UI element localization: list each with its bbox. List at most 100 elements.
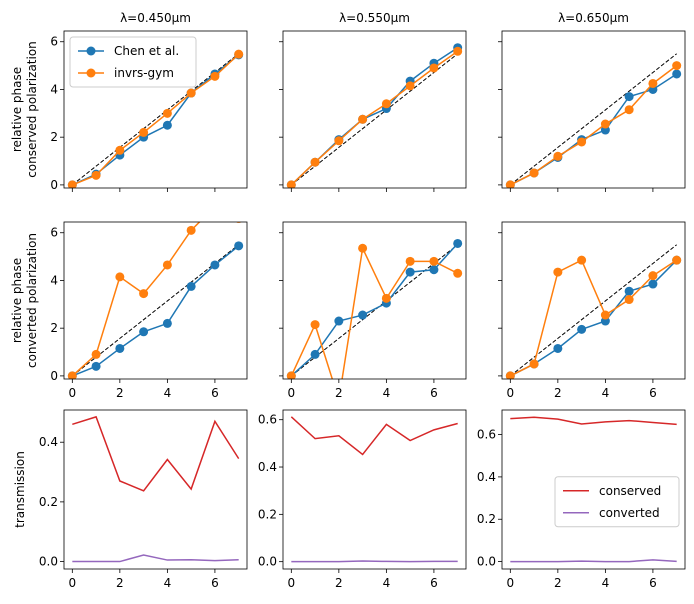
axes-frame [282,30,467,189]
legend: Chen et al. invrs-gym [69,36,197,88]
data-point [600,119,610,129]
y-axis-label-line: conserved polarization [25,41,39,178]
panel-r0-c0: 0 2 4 6 λ=0.450μm relative phaseconserved pol… [10,11,248,192]
y-tick-label: 0.2 [39,495,58,509]
data-point [381,99,391,109]
panel-r1-c2: 0 2 4 6 [498,221,686,400]
data-point [139,327,149,337]
series-line-invrs-gym [509,259,678,377]
panel-r1-c0: 0 2 4 6 0 2 4 6 relative phaseconverted polariza… [10,221,248,400]
legend-box [69,36,197,88]
y-axis-label-line: relative phase [10,67,24,152]
data-point [672,255,682,265]
plot-area [286,43,463,188]
legend: conserved converted [554,476,680,528]
column-title: λ=0.550μm [339,11,410,25]
data-point [115,145,125,155]
data-point [286,371,296,379]
panel-r2-c1: 0 2 4 6 0.0 0.2 0.4 0.6 [258,409,467,590]
data-point [648,78,658,88]
legend-marker [86,46,96,56]
data-point [334,136,344,146]
axes-frame [501,221,686,380]
x-tick-label: 6 [211,576,219,590]
data-point [600,310,610,320]
data-point [67,180,77,188]
data-point [286,180,296,188]
x-tick-label: 4 [602,576,610,590]
axes-frame [501,409,686,570]
data-point [310,157,320,167]
y-axis-label: relative phaseconserved polarization [10,41,39,178]
data-point [186,281,196,291]
data-point [553,151,563,161]
series-line-invrs-gym [290,50,459,186]
y-tick-label: 0.0 [39,555,58,569]
data-point [648,279,658,289]
reference-line [510,53,677,186]
panel-r2-c0: 0 2 4 6 0.0 0.2 0.4 transmission [13,409,248,590]
series-line-chen-et-al- [72,245,240,377]
data-point [310,349,320,359]
legend-label: invrs-gym [114,66,174,80]
series-line-converted [510,559,677,563]
data-point [234,241,244,251]
data-point [91,170,101,180]
x-tick-label: 4 [164,576,172,590]
data-point [334,316,344,326]
panel-r1-c1: 0 2 4 6 [279,221,467,400]
reference-line [291,244,458,377]
data-point [648,271,658,281]
x-tick-label: 0 [506,576,514,590]
data-point [553,343,563,353]
y-tick-label: 2 [50,130,58,144]
y-axis-label-line: transmission [13,451,27,528]
data-point [453,238,463,248]
plot-area [510,416,677,563]
x-tick-label: 6 [649,576,657,590]
x-tick-label: 4 [383,576,391,590]
column-title: λ=0.650μm [558,11,629,25]
data-point [235,222,242,223]
series-line-conserved [290,416,458,456]
x-tick-label: 2 [335,576,343,590]
x-tick-label: 6 [649,386,657,400]
data-point [115,272,125,282]
data-point [162,260,172,270]
y-tick-label: 0.4 [258,460,277,474]
legend-label: Chen et al. [114,44,179,58]
y-tick-label: 0.4 [477,470,496,484]
plot-area [290,416,458,563]
data-point [162,318,172,328]
data-point [577,324,587,334]
column-title: λ=0.450μm [120,11,191,25]
y-tick-label: 0.4 [39,435,58,449]
series-line-invrs-gym [509,64,678,186]
y-tick-label: 4 [50,82,58,96]
data-point [405,81,415,91]
data-point [186,225,196,235]
x-tick-label: 4 [164,386,172,400]
series-line-conserved [72,415,240,492]
axes-frame [63,30,248,189]
x-tick-label: 0 [287,576,295,590]
data-point [429,265,439,275]
reference-line [510,244,677,377]
x-tick-label: 2 [116,576,124,590]
x-tick-label: 6 [211,386,219,400]
data-point [210,260,220,270]
legend-label: conserved [599,484,661,498]
data-point [624,295,634,305]
data-point [310,320,320,330]
x-tick-label: 2 [554,576,562,590]
y-tick-label: 6 [50,35,58,49]
x-tick-label: 0 [68,386,76,400]
series-line-conserved [510,416,677,426]
data-point [91,361,101,371]
data-point [358,114,368,124]
data-point [405,267,415,277]
panel-r0-c2: λ=0.650μm [498,11,686,192]
y-tick-label: 6 [50,226,58,240]
data-point [405,256,415,266]
